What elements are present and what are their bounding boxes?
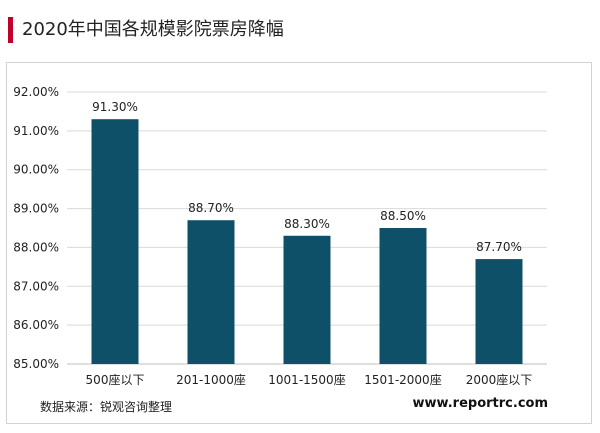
data-label: 91.30% xyxy=(92,100,138,114)
bar xyxy=(91,119,139,364)
y-tick-label: 88.00% xyxy=(13,240,59,254)
y-tick-label: 91.00% xyxy=(13,124,59,138)
title-accent-bar xyxy=(8,17,13,43)
x-axis-ticks: 500座以下 201-1000座 1001-1500座 1501-2000座 2000座… xyxy=(86,372,533,387)
bar xyxy=(475,259,523,364)
chart-title: 2020年中国各规模影院票房降幅 xyxy=(22,19,284,40)
x-tick-label: 1001-1500座 xyxy=(268,372,345,387)
bar xyxy=(283,235,331,364)
y-tick-label: 85.00% xyxy=(13,357,59,371)
y-tick-label: 87.00% xyxy=(13,279,59,293)
x-tick-label: 1501-2000座 xyxy=(364,372,441,387)
website-watermark: www.reportrc.com xyxy=(412,396,548,411)
y-tick-label: 86.00% xyxy=(13,318,59,332)
bar xyxy=(187,220,235,364)
bar xyxy=(379,228,427,364)
data-label: 87.70% xyxy=(476,240,522,254)
x-tick-label: 2000座以下 xyxy=(466,372,533,387)
data-label: 88.50% xyxy=(380,209,426,223)
data-label: 88.70% xyxy=(188,201,234,215)
y-tick-label: 90.00% xyxy=(13,163,59,177)
data-labels: 91.30% 88.70% 88.30% 88.50% 87.70% xyxy=(92,100,522,254)
y-axis-ticks: 85.00% 86.00% 87.00% 88.00% 89.00% 90.00% 91.0… xyxy=(13,85,59,371)
x-tick-label: 500座以下 xyxy=(86,372,145,387)
x-tick-label: 201-1000座 xyxy=(176,372,246,387)
data-label: 88.30% xyxy=(284,217,330,231)
bars xyxy=(91,119,523,364)
y-tick-label: 89.00% xyxy=(13,202,59,216)
data-source-note: 数据来源：锐观咨询整理 xyxy=(40,400,173,414)
y-tick-label: 92.00% xyxy=(13,85,59,99)
